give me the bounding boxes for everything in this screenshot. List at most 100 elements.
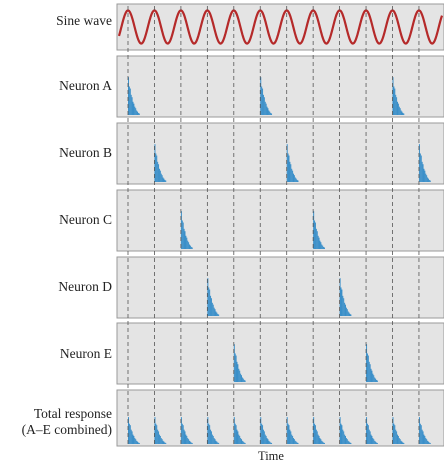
spike-bar [210, 429, 212, 444]
spike-bar [374, 440, 376, 444]
spike-bar [366, 417, 368, 444]
spike-bar [397, 435, 399, 444]
spike-bar [350, 314, 352, 316]
spike-bar [394, 425, 396, 444]
spike-bar [294, 177, 296, 182]
spike-bar [320, 439, 322, 444]
spike-burst [392, 77, 405, 115]
phase-lines [127, 6, 420, 444]
spikes [128, 77, 431, 444]
spike-bar [190, 442, 192, 444]
spike-bar [317, 434, 319, 444]
spike-bar [235, 355, 237, 382]
spike-bar [262, 94, 264, 115]
spike-bar [295, 441, 297, 444]
spike-bar [397, 101, 398, 115]
spike-bar [323, 442, 325, 444]
spike-bar [349, 442, 351, 444]
spike-bar [397, 103, 399, 115]
spike-bar [424, 170, 426, 182]
spike-bar [241, 375, 242, 382]
spike-bar [291, 168, 293, 182]
spike-bar [399, 439, 401, 444]
spike-bar [322, 245, 324, 249]
spike-bar [155, 153, 157, 182]
spike-bar [266, 438, 268, 444]
spike-bar [180, 211, 182, 249]
spike-bar [348, 441, 350, 444]
spike-bar [215, 311, 217, 316]
spike-bar [290, 164, 292, 182]
spike-bar [340, 423, 342, 444]
spike-bar [393, 423, 395, 444]
spike-bar [137, 441, 138, 444]
spike-bar [211, 434, 213, 444]
spike-burst [366, 344, 378, 382]
spike-bar [425, 438, 427, 444]
spike-bar [128, 86, 130, 115]
spike-bar [344, 302, 346, 316]
spike-bar [189, 244, 190, 249]
spike-bar [187, 438, 189, 444]
spike-bar [346, 439, 348, 444]
spike-bar [163, 441, 165, 444]
spike-bar [243, 379, 245, 382]
panel-neuron-e [116, 322, 444, 385]
spike-bar [128, 423, 130, 444]
spike-bar [289, 429, 291, 444]
spike-bar [207, 278, 209, 316]
spike-burst [233, 417, 246, 444]
spike-bar [429, 442, 431, 444]
spike-bar [421, 429, 423, 444]
label-neuron-b: Neuron B [59, 145, 112, 160]
spike-bar [162, 440, 164, 444]
spike-bar [293, 173, 294, 182]
spike-bar [183, 228, 185, 249]
spike-bar [242, 378, 244, 382]
spike-bar [418, 144, 420, 182]
spike-bar [161, 439, 163, 444]
spike-bar [210, 295, 212, 316]
spike-burst [180, 211, 193, 249]
spike-bar [319, 438, 321, 444]
spike-bar [286, 417, 288, 444]
spike-bar [313, 211, 315, 249]
spike-bar [419, 153, 421, 182]
spike-bar [214, 439, 216, 444]
spike-bar [287, 423, 289, 444]
spike-bar [234, 423, 236, 444]
spike-bar [321, 244, 323, 249]
spike-bar [134, 106, 136, 115]
spike-bar [422, 164, 424, 182]
spike-bar [136, 110, 138, 115]
spike-bar [264, 434, 266, 444]
spike-bar [262, 425, 264, 444]
spike-bar [313, 417, 315, 444]
spike-bar [370, 368, 372, 382]
spike-bar [344, 434, 346, 444]
spike-bar [165, 442, 167, 444]
spike-bar [130, 429, 132, 444]
spike-bar [376, 442, 378, 444]
spike-burst [418, 417, 431, 444]
spike-bar [343, 298, 345, 316]
spike-bar [135, 439, 137, 444]
spike-bar [263, 431, 265, 444]
spike-bar [427, 440, 429, 444]
spike-bar [158, 164, 160, 182]
spike-bar [340, 287, 342, 316]
spike-bar [270, 112, 272, 115]
spike-bar [345, 435, 346, 444]
spike-bar [236, 361, 238, 382]
spike-bar [237, 364, 239, 382]
spike-bar [132, 101, 134, 115]
spike-bar [403, 113, 405, 115]
spike-bar [425, 173, 427, 182]
spike-bar [400, 440, 402, 444]
spike-bar [240, 373, 242, 382]
spike-bar [157, 161, 159, 182]
spike-bar [288, 155, 290, 182]
spike-bar [160, 173, 162, 182]
spike-bar [271, 442, 273, 444]
